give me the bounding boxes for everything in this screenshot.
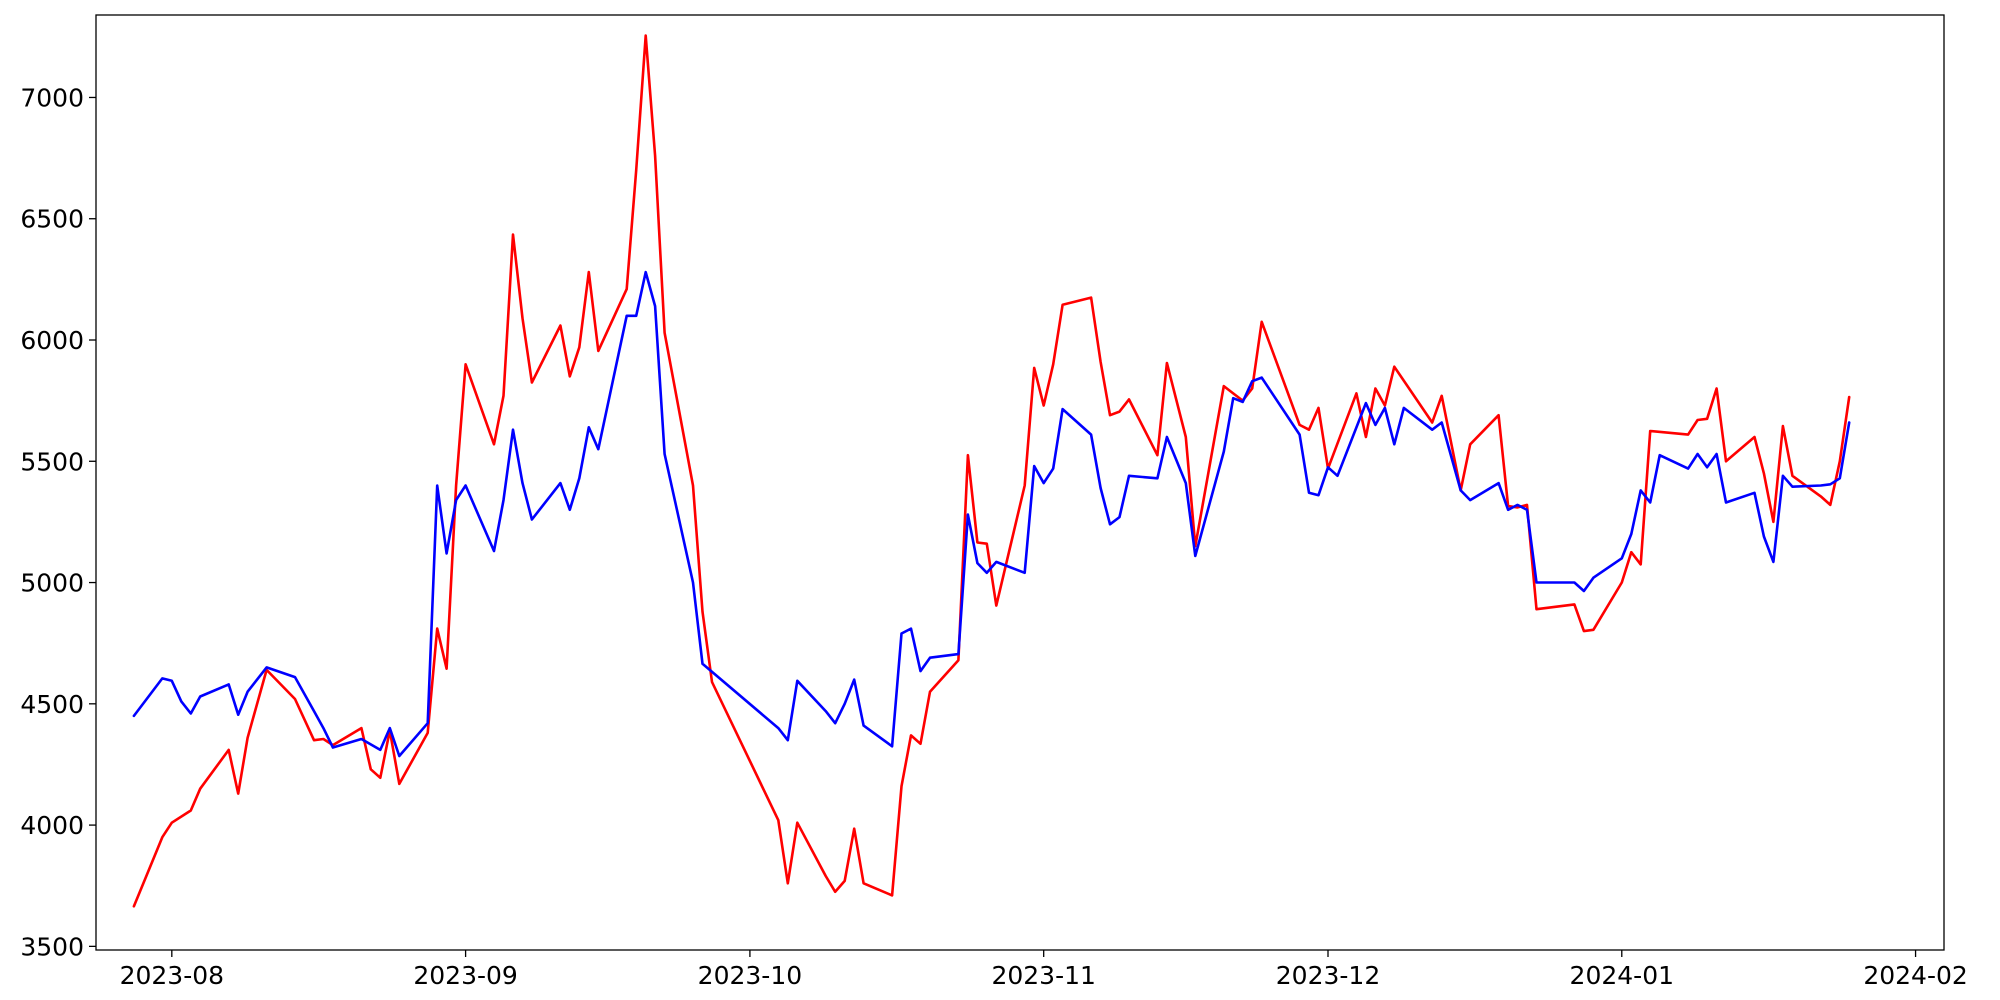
x-tick-label: 2023-10 [698, 961, 802, 990]
x-axis: 2023-08 2023-09 2023-10 2023-11 2023-12 2024-… [120, 950, 1968, 990]
series-layer [132, 34, 1851, 908]
x-tick-label: 2024-02 [1863, 961, 1967, 990]
plot-area-frame [95, 14, 1945, 951]
x-tick-label: 2023-12 [1276, 961, 1380, 990]
y-tick-label: 5500 [20, 447, 84, 476]
x-tick-label: 2024-01 [1570, 961, 1674, 990]
y-tick-label: 7000 [20, 83, 84, 112]
series-line-1 [132, 34, 1851, 908]
y-tick-label: 6500 [20, 205, 84, 234]
y-tick-label: 5000 [20, 569, 84, 598]
x-tick-label: 2023-08 [120, 961, 224, 990]
y-tick-label: 3500 [20, 932, 84, 961]
y-axis: 3500 4000 4500 5000 5500 6000 6500 7000 [20, 83, 96, 961]
x-tick-label: 2023-11 [991, 961, 1095, 990]
y-tick-label: 4000 [20, 811, 84, 840]
series-line-2 [132, 270, 1851, 758]
x-tick-label: 2023-09 [413, 961, 517, 990]
y-tick-label: 4500 [20, 690, 84, 719]
y-tick-label: 6000 [20, 326, 84, 355]
